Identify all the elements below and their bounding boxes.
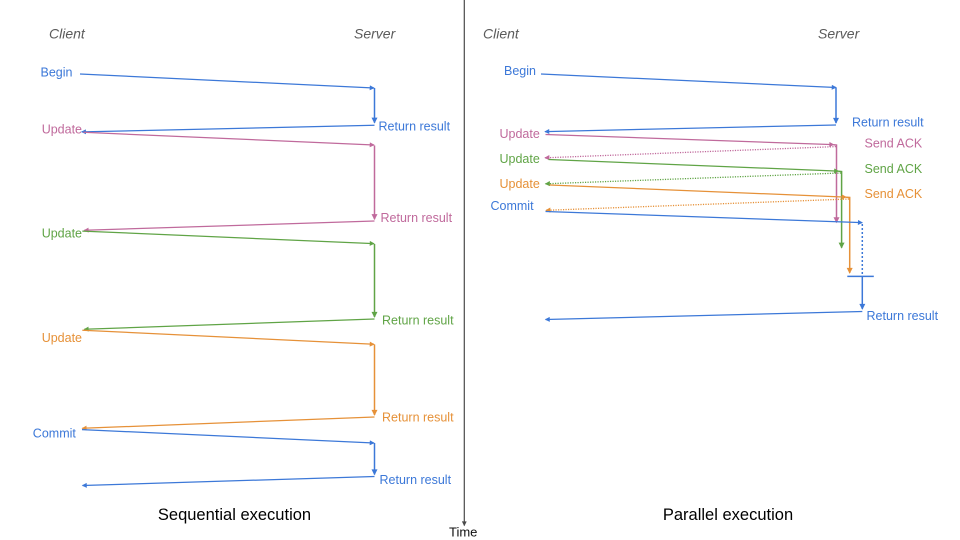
svg-text:Update: Update — [500, 127, 540, 141]
svg-text:Client: Client — [483, 26, 520, 42]
svg-text:Commit: Commit — [33, 427, 77, 441]
svg-text:Update: Update — [42, 331, 82, 345]
svg-text:Return result: Return result — [382, 411, 454, 425]
svg-text:Return result: Return result — [382, 314, 454, 328]
svg-text:Return result: Return result — [380, 473, 452, 487]
svg-text:Update: Update — [42, 227, 82, 241]
svg-text:Return result: Return result — [852, 116, 924, 130]
svg-text:Update: Update — [42, 123, 82, 137]
svg-text:Begin: Begin — [41, 65, 73, 79]
svg-text:Update: Update — [500, 152, 540, 166]
svg-text:Update: Update — [500, 177, 540, 191]
svg-text:Commit: Commit — [491, 199, 535, 213]
svg-text:Return result: Return result — [867, 309, 939, 323]
svg-text:Time: Time — [449, 525, 477, 540]
svg-text:Return result: Return result — [381, 211, 453, 225]
svg-text:Begin: Begin — [504, 64, 536, 78]
svg-text:Send ACK: Send ACK — [865, 187, 923, 201]
svg-text:Sequential execution: Sequential execution — [158, 506, 311, 524]
svg-text:Parallel execution: Parallel execution — [663, 506, 793, 524]
svg-text:Server: Server — [354, 26, 397, 42]
svg-text:Client: Client — [49, 26, 86, 42]
svg-text:Send ACK: Send ACK — [865, 137, 923, 151]
svg-text:Server: Server — [818, 26, 861, 42]
svg-text:Return result: Return result — [379, 120, 451, 134]
svg-text:Send ACK: Send ACK — [865, 162, 923, 176]
